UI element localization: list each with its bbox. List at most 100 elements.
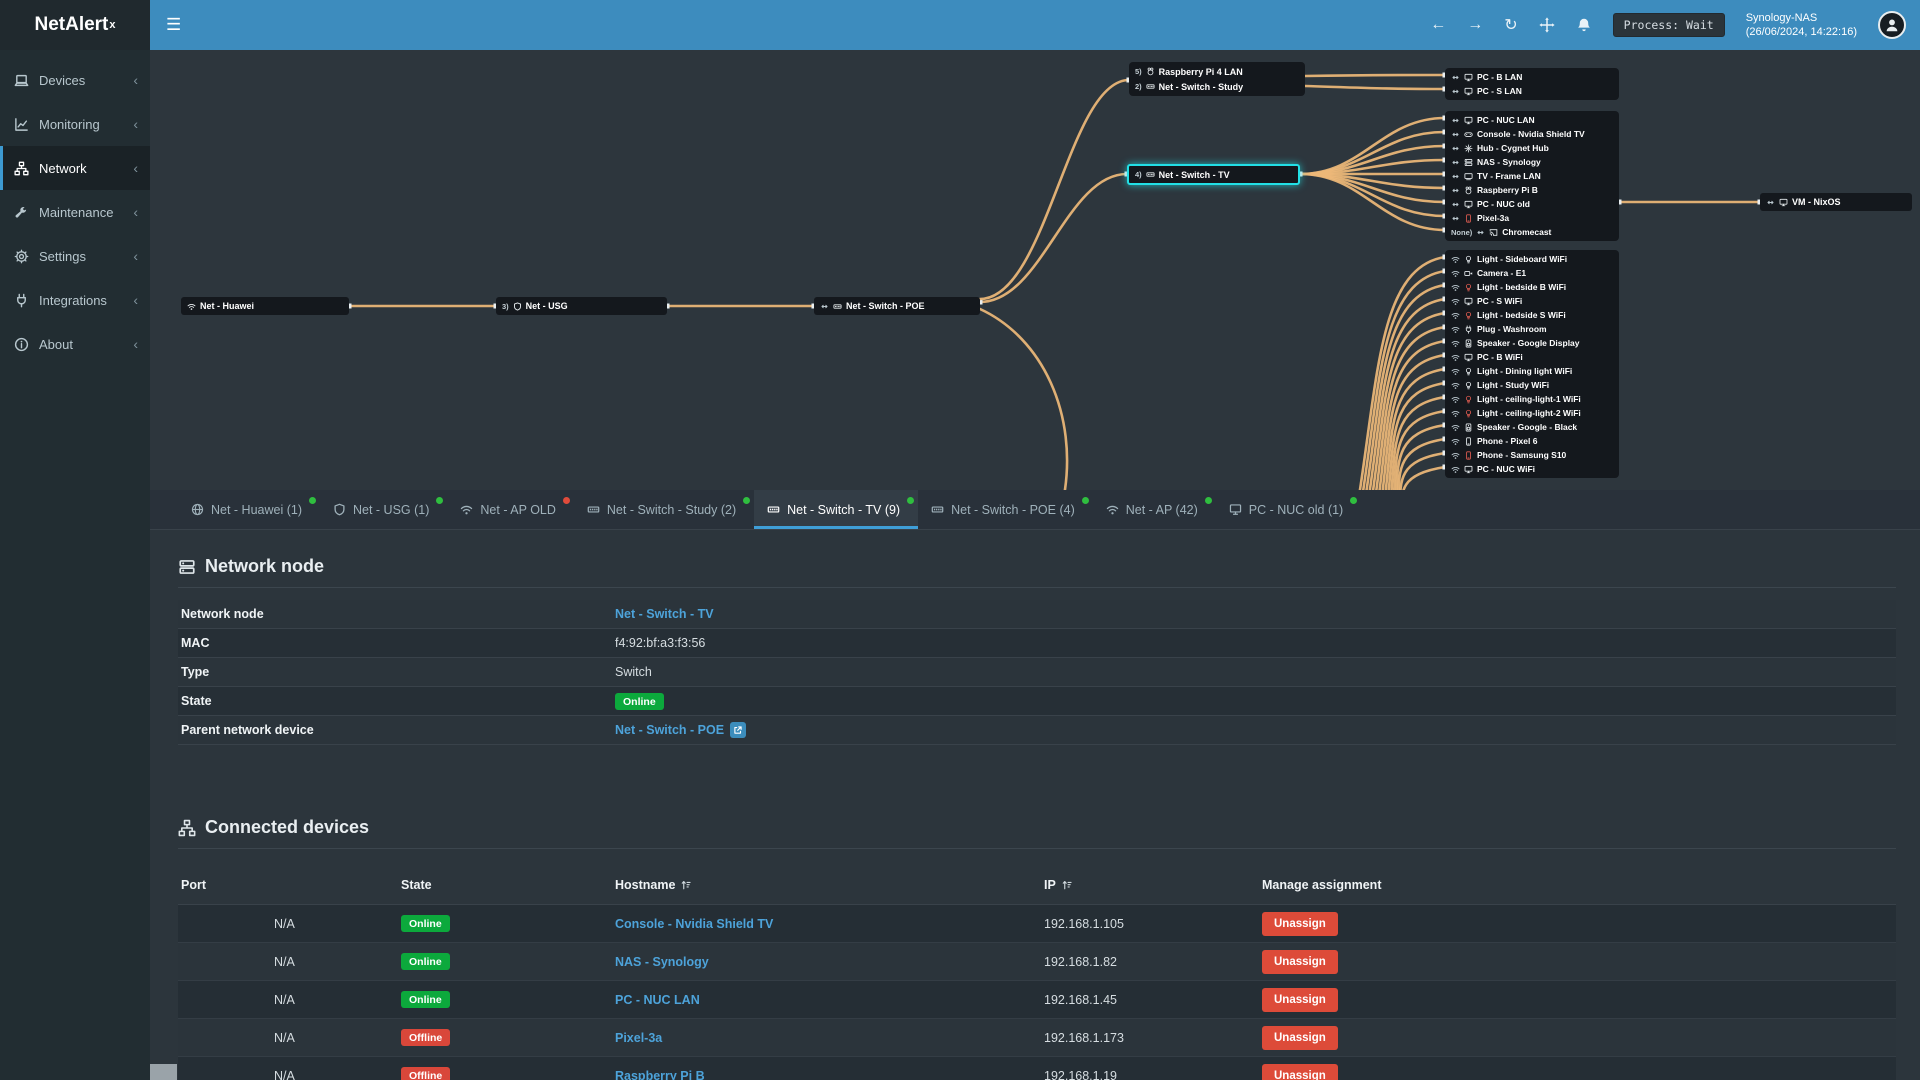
monitor-icon xyxy=(1464,116,1473,125)
unassign-button[interactable]: Unassign xyxy=(1262,911,1338,936)
topology-device-light-dining-light-wifi[interactable]: Light - Dining light WiFi xyxy=(1451,364,1613,378)
sidebar-toggle-icon[interactable]: ☰ xyxy=(166,15,182,34)
hostname-link-console-nvidia-shield-tv[interactable]: Console - Nvidia Shield TV xyxy=(615,916,774,931)
monitor-icon xyxy=(1464,73,1473,82)
app-logo[interactable]: NetAlert x xyxy=(0,0,150,50)
topology-device-plug-washroom[interactable]: Plug - Washroom xyxy=(1451,322,1613,336)
topology-device-hub-cygnet-hub[interactable]: Hub - Cygnet Hub xyxy=(1451,141,1613,155)
topology-device-pc-b-wifi[interactable]: PC - B WiFi xyxy=(1451,350,1613,364)
topology-device-light-bedside-s-wifi[interactable]: Light - bedside S WiFi xyxy=(1451,308,1613,322)
port-marker xyxy=(977,299,983,305)
topology-device-light-ceiling-light-1-wifi[interactable]: Light - ceiling-light-1 WiFi xyxy=(1451,392,1613,406)
hostname-link-raspberry-pi-b[interactable]: Raspberry Pi B xyxy=(615,1068,705,1080)
topology-device-console-nvidia-shield-tv[interactable]: Console - Nvidia Shield TV xyxy=(1451,127,1613,141)
notifications-bell-icon[interactable] xyxy=(1576,17,1592,33)
camera-icon xyxy=(1464,269,1473,278)
switch-icon xyxy=(1146,170,1155,179)
topology-device-speaker-google-black[interactable]: Speaker - Google - Black xyxy=(1451,420,1613,434)
chart-icon xyxy=(14,117,29,132)
sidebar-item-about[interactable]: About xyxy=(0,322,150,366)
topology-device-light-sideboard-wifi[interactable]: Light - Sideboard WiFi xyxy=(1451,252,1613,266)
status-dot-online xyxy=(436,497,444,504)
detail-link-net-switch-poe[interactable]: Net - Switch - POE xyxy=(615,723,725,737)
tab-net-switch-tv-9[interactable]: Net - Switch - TV (9) xyxy=(754,490,919,529)
refresh-icon[interactable]: ↻ xyxy=(1504,17,1518,34)
status-dot-online xyxy=(1081,497,1089,504)
switch-icon xyxy=(587,503,600,516)
topology-device-light-bedside-b-wifi[interactable]: Light - bedside B WiFi xyxy=(1451,280,1613,294)
topology-device-camera-e1[interactable]: Camera - E1 xyxy=(1451,266,1613,280)
unassign-button[interactable]: Unassign xyxy=(1262,1063,1338,1080)
tab-net-switch-study-2[interactable]: Net - Switch - Study (2) xyxy=(574,490,754,529)
topology-device-pc-nuc-old[interactable]: PC - NUC old xyxy=(1451,197,1613,211)
topology-edge xyxy=(1399,451,1447,490)
topology-device-phone-samsung-s10[interactable]: Phone - Samsung S10 xyxy=(1451,448,1613,462)
nav-forward-icon[interactable]: → xyxy=(1467,16,1484,33)
device-label: Camera - E1 xyxy=(1477,268,1527,278)
topology-device-pc-nuc-lan[interactable]: PC - NUC LAN xyxy=(1451,113,1613,127)
detail-label: Parent network device xyxy=(181,723,314,737)
topology-device-light-ceiling-light-2-wifi[interactable]: Light - ceiling-light-2 WiFi xyxy=(1451,406,1613,420)
detail-link-net-switch-tv[interactable]: Net - Switch - TV xyxy=(615,607,714,621)
unassign-button[interactable]: Unassign xyxy=(1262,987,1338,1012)
tab-net-switch-poe-4[interactable]: Net - Switch - POE (4) xyxy=(918,490,1093,529)
device-label: PC - S LAN xyxy=(1477,86,1522,96)
topology-device-speaker-google-display[interactable]: Speaker - Google Display xyxy=(1451,336,1613,350)
sidebar-item-maintenance[interactable]: Maintenance xyxy=(0,190,150,234)
sidebar-item-settings[interactable]: Settings xyxy=(0,234,150,278)
topology-device-phone-pixel-6[interactable]: Phone - Pixel 6 xyxy=(1451,434,1613,448)
topology-device-pixel-3a[interactable]: Pixel-3a xyxy=(1451,211,1613,225)
topology-device-raspberry-pi-b[interactable]: Raspberry Pi B xyxy=(1451,183,1613,197)
tab-net-usg-1[interactable]: Net - USG (1) xyxy=(320,490,447,529)
topology-device-raspberry-pi-4-lan[interactable]: 5) Raspberry Pi 4 LAN xyxy=(1135,64,1299,79)
network-node-title: Network node xyxy=(178,556,1896,588)
device-label: Chromecast xyxy=(1502,227,1552,237)
tab-net-huawei-1[interactable]: Net - Huawei (1) xyxy=(178,490,320,529)
hostname-link-pc-nuc-lan[interactable]: PC - NUC LAN xyxy=(615,992,700,1007)
topology-device-chromecast[interactable]: None) Chromecast xyxy=(1451,225,1613,239)
sort-icon xyxy=(680,879,692,891)
bulb-icon xyxy=(1464,367,1473,376)
sidebar-item-network[interactable]: Network xyxy=(0,146,150,190)
tab-net-ap-42[interactable]: Net - AP (42) xyxy=(1093,490,1216,529)
sidebar-item-devices[interactable]: Devices xyxy=(0,58,150,102)
topology-device-net-switch-study[interactable]: 2) Net - Switch - Study xyxy=(1135,79,1299,94)
tab-net-ap-old[interactable]: Net - AP OLD xyxy=(447,490,574,529)
topology-node-net-switch-poe[interactable]: Net - Switch - POE xyxy=(814,297,980,315)
topology-device-pc-nuc-wifi[interactable]: PC - NUC WiFi xyxy=(1451,462,1613,476)
topology-node-vm-nixos[interactable]: VM - NixOS xyxy=(1760,193,1912,211)
unassign-button[interactable]: Unassign xyxy=(1262,1025,1338,1050)
sidebar-item-monitoring[interactable]: Monitoring xyxy=(0,102,150,146)
topology-device-pc-s-wifi[interactable]: PC - S WiFi xyxy=(1451,294,1613,308)
hostname-link-nas-synology[interactable]: NAS - Synology xyxy=(615,954,709,969)
topology-device-pc-b-lan[interactable]: PC - B LAN xyxy=(1451,70,1613,84)
network-node-section: Network node Network node Net - Switch - … xyxy=(178,556,1896,745)
switch-icon xyxy=(1146,82,1155,91)
state-badge: Online xyxy=(615,692,664,710)
device-row-pixel-3a: N/A Offline Pixel-3a 192.168.1.173 Unassign xyxy=(178,1019,1896,1057)
sidebar-item-integrations[interactable]: Integrations xyxy=(0,278,150,322)
topology-edge xyxy=(1368,297,1447,490)
topology-device-light-study-wifi[interactable]: Light - Study WiFi xyxy=(1451,378,1613,392)
tab-pc-nuc-old-1[interactable]: PC - NUC old (1) xyxy=(1216,490,1361,529)
nav-back-icon[interactable]: ← xyxy=(1430,16,1447,33)
topology-node-net-huawei[interactable]: Net - Huawei xyxy=(181,297,349,315)
topology-device-tv-frame-lan[interactable]: TV - Frame LAN xyxy=(1451,169,1613,183)
logo-text: NetAlert xyxy=(34,14,109,35)
user-avatar[interactable] xyxy=(1878,11,1906,39)
column-header-ip[interactable]: IP xyxy=(1044,878,1262,892)
unassign-button[interactable]: Unassign xyxy=(1262,949,1338,974)
manage-cell: Unassign xyxy=(1262,987,1896,1012)
wifi-icon xyxy=(1106,503,1119,516)
external-link-icon[interactable] xyxy=(730,722,747,738)
column-header-manage-assignment: Manage assignment xyxy=(1262,878,1896,892)
column-header-hostname[interactable]: Hostname xyxy=(615,878,1044,892)
topology-node-net-usg[interactable]: 3) Net - USG xyxy=(496,297,667,315)
topology-device-pc-s-lan[interactable]: PC - S LAN xyxy=(1451,84,1613,98)
topology-device-nas-synology[interactable]: NAS - Synology xyxy=(1451,155,1613,169)
state-badge: Online xyxy=(401,991,450,1008)
bulb-icon xyxy=(1464,395,1473,404)
topology-node-net-switch-tv[interactable]: 4) Net - Switch - TV xyxy=(1127,164,1300,185)
hostname-link-pixel-3a[interactable]: Pixel-3a xyxy=(615,1030,663,1045)
move-icon[interactable] xyxy=(1539,17,1555,33)
